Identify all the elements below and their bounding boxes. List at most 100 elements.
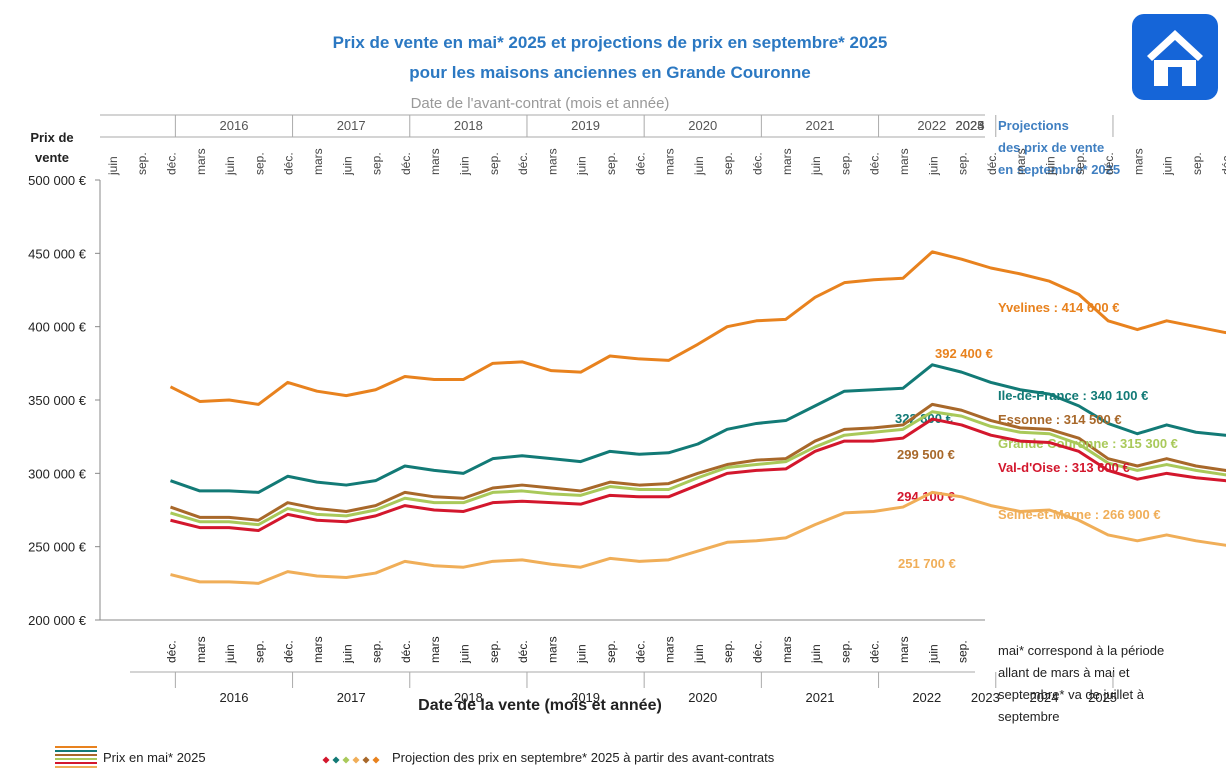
- y-axis-title: vente: [35, 150, 69, 165]
- bottom-year-label: 2017: [337, 690, 366, 705]
- y-tick-label: 300 000 €: [28, 466, 87, 481]
- legend-projection-swatch: [332, 756, 340, 764]
- bottom-month-label: sep.: [721, 640, 735, 663]
- projections-header-line: des prix de vente: [998, 140, 1105, 155]
- bottom-month-label: déc.: [750, 640, 764, 663]
- top-month-label: sep.: [135, 152, 149, 175]
- bottom-month-label: mars: [545, 636, 559, 663]
- home-icon: [1147, 30, 1203, 86]
- top-month-label: sep.: [252, 152, 266, 175]
- bottom-year-label: 2020: [688, 690, 717, 705]
- top-year-label: 2019: [571, 118, 600, 133]
- bottom-month-label: sep.: [956, 640, 970, 663]
- series-end-label: 299 500 €: [897, 447, 955, 462]
- bottom-month-label: déc.: [516, 640, 530, 663]
- top-month-label: déc.: [868, 152, 882, 175]
- y-axis-title: Prix de: [30, 130, 73, 145]
- bottom-month-label: mars: [780, 636, 794, 663]
- top-month-label: sep.: [487, 152, 501, 175]
- chart-title-line1: Prix de vente en mai* 2025 et projection…: [332, 33, 888, 52]
- bottom-year-label: 2023: [971, 690, 1000, 705]
- y-tick-label: 500 000 €: [28, 173, 87, 188]
- top-year-label: 2023: [956, 118, 985, 133]
- legend-projection-swatch: [362, 756, 370, 764]
- projection-label: Grande Couronne : 315 300 €: [998, 436, 1178, 451]
- projection-label: Seine-et-Marne : 266 900 €: [998, 507, 1161, 522]
- top-month-label: sep.: [1190, 152, 1204, 175]
- projection-label: Val-d'Oise : 313 600 €: [998, 460, 1130, 475]
- series-end-label: 251 700 €: [898, 556, 956, 571]
- top-month-label: juin: [575, 156, 589, 176]
- top-year-label: 2018: [454, 118, 483, 133]
- chart-title-line2: pour les maisons anciennes en Grande Cou…: [409, 63, 811, 82]
- projections-header-line: Projections: [998, 118, 1069, 133]
- y-tick-label: 250 000 €: [28, 540, 87, 555]
- top-year-label: 2025: [956, 118, 985, 133]
- top-month-label: sep.: [604, 152, 618, 175]
- bottom-month-label: mars: [897, 636, 911, 663]
- bottom-month-label: mars: [194, 636, 208, 663]
- bottom-year-label: 2024: [1030, 690, 1059, 705]
- top-month-label: déc.: [399, 152, 413, 175]
- projection-label: Ile-de-France : 340 100 €: [998, 388, 1148, 403]
- top-month-label: déc.: [282, 152, 296, 175]
- top-month-label: déc.: [750, 152, 764, 175]
- legend-projection-swatch: [322, 756, 330, 764]
- top-month-label: déc.: [516, 152, 530, 175]
- top-month-label: juin: [926, 156, 940, 176]
- bottom-month-label: juin: [575, 644, 589, 664]
- legend-projection-swatch: [352, 756, 360, 764]
- top-month-label: mars: [663, 148, 677, 175]
- top-month-label: déc.: [985, 152, 999, 175]
- top-month-label: déc.: [164, 152, 178, 175]
- top-month-label: mars: [1131, 148, 1145, 175]
- footnote-line: allant de mars à mai et: [998, 665, 1130, 680]
- y-tick-label: 400 000 €: [28, 320, 87, 335]
- projection-label: Yvelines : 414 600 €: [998, 300, 1119, 315]
- bottom-month-label: mars: [311, 636, 325, 663]
- top-year-label: 2016: [220, 118, 249, 133]
- footnote-line: septembre* va de juillet à: [998, 687, 1144, 702]
- top-month-label: mars: [780, 148, 794, 175]
- bottom-year-label: 2016: [220, 690, 249, 705]
- y-tick-label: 450 000 €: [28, 246, 87, 261]
- top-month-label: déc.: [633, 152, 647, 175]
- top-month-label: juin: [1043, 156, 1057, 176]
- top-month-label: juin: [106, 156, 120, 176]
- bottom-year-label: 2022: [912, 690, 941, 705]
- top-month-label: juin: [1161, 156, 1175, 176]
- bottom-month-label: mars: [428, 636, 442, 663]
- footnote-line: mai* correspond à la période: [998, 643, 1165, 658]
- y-tick-label: 350 000 €: [28, 393, 87, 408]
- projections-header-line: en septembre* 2025: [998, 162, 1121, 177]
- bottom-month-label: déc.: [633, 640, 647, 663]
- bottom-month-label: juin: [223, 644, 237, 664]
- bottom-year-label: 2025: [1088, 690, 1117, 705]
- top-month-label: déc.: [1219, 152, 1226, 175]
- bottom-month-label: déc.: [282, 640, 296, 663]
- footnote: mai* correspond à la période allant de m…: [998, 640, 1218, 728]
- top-month-label: sep.: [721, 152, 735, 175]
- footnote-line: septembre: [998, 709, 1060, 724]
- series-line: [169, 363, 1226, 494]
- legend-line-label: Prix en mai* 2025: [103, 750, 206, 765]
- legend-projection-label: Projection des prix en septembre* 2025 à…: [392, 750, 775, 765]
- bottom-month-label: sep.: [252, 640, 266, 663]
- home-button[interactable]: [1132, 14, 1218, 100]
- top-month-label: sep.: [1073, 152, 1087, 175]
- bottom-month-label: juin: [926, 644, 940, 664]
- top-month-label: juin: [692, 156, 706, 176]
- top-month-label: juin: [809, 156, 823, 176]
- projections-header: Projections des prix de vente en septemb…: [998, 115, 1198, 181]
- bottom-month-label: juin: [340, 644, 354, 664]
- top-month-label: juin: [340, 156, 354, 176]
- top-month-label: mars: [311, 148, 325, 175]
- bottom-month-label: déc.: [868, 640, 882, 663]
- bottom-year-label: 2019: [571, 690, 600, 705]
- series-line: [169, 402, 1226, 522]
- series-line: [170, 410, 1226, 527]
- top-month-label: mars: [1014, 148, 1028, 175]
- top-month-label: juin: [223, 156, 237, 176]
- top-month-label: mars: [428, 148, 442, 175]
- series-line: [170, 490, 1226, 585]
